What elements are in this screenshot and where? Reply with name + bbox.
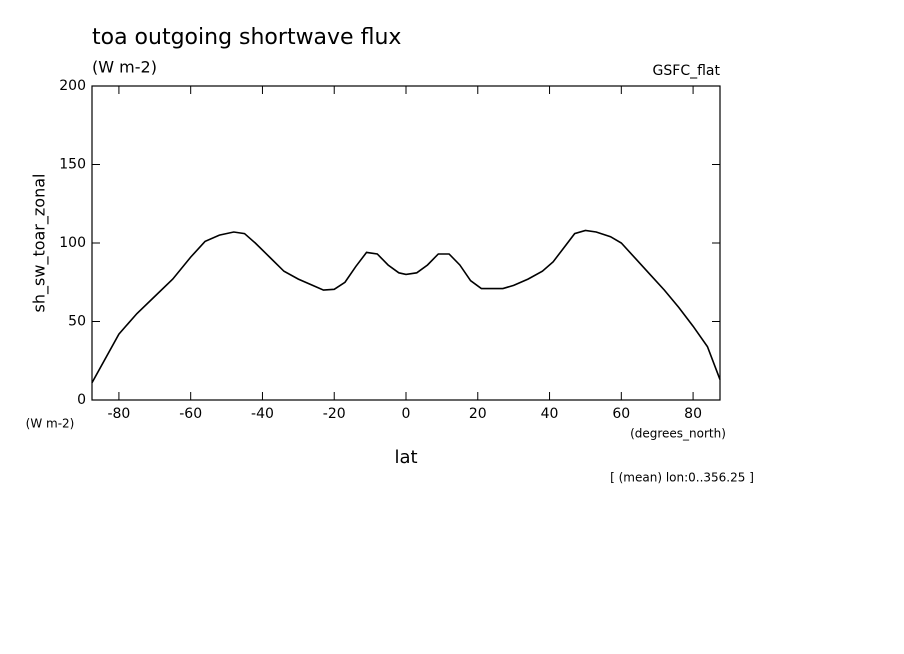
note: [ (mean) lon:0..356.25 ] [610,471,754,485]
source-label: GSFC_flat [653,63,721,79]
y-units-label: (W m-2) [26,417,75,431]
x-tick-label: 60 [612,406,630,422]
y-axis-label: sh_sw_toar_zonal [30,174,50,313]
y-tick-label: 150 [59,157,86,173]
plot-frame [91,85,721,401]
x-tick-label: -80 [107,406,130,422]
x-tick-label: 20 [469,406,487,422]
y-tick-label: 50 [68,314,86,330]
x-tick-label: 40 [541,406,559,422]
y-tick-label: 200 [59,78,86,94]
x-tick-label: 80 [684,406,702,422]
y-tick-label: 100 [59,235,86,251]
chart-subtitle: (W m-2) [92,58,157,77]
x-tick-label: -40 [251,406,274,422]
data-line [91,229,721,384]
y-tick-label: 0 [77,392,86,408]
x-tick-label: -60 [179,406,202,422]
x-units-label: (degrees_north) [630,427,726,441]
chart-title: toa outgoing shortwave flux [92,25,401,50]
x-tick-label: 0 [402,406,411,422]
x-tick-label: -20 [323,406,346,422]
x-axis-label: lat [394,447,417,468]
